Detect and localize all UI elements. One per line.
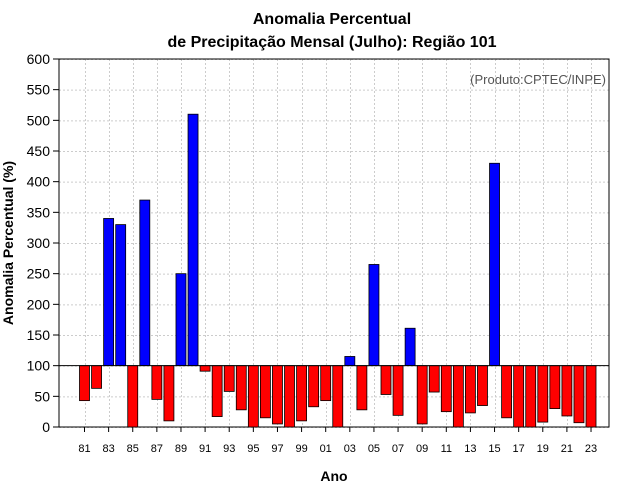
- x-tick-label: 11: [441, 443, 452, 455]
- bar-16: [501, 365, 513, 419]
- y-tick-label: 550: [27, 82, 51, 98]
- bar-19: [537, 365, 549, 423]
- x-tick-label: 99: [295, 443, 307, 455]
- bar-22: [573, 365, 585, 424]
- y-tick-label: 150: [27, 327, 51, 343]
- bar-88: [163, 365, 175, 422]
- bar-99: [296, 365, 307, 422]
- bar-95: [247, 365, 259, 428]
- bar-83: [103, 218, 115, 367]
- x-tick-label: 03: [344, 443, 356, 455]
- bar-11: [440, 365, 452, 413]
- y-tick-label: 350: [27, 204, 51, 220]
- bar-90: [187, 113, 199, 367]
- bar-97: [272, 365, 283, 425]
- x-tick-label: 81: [78, 443, 90, 455]
- y-tick-label: 400: [27, 174, 51, 190]
- bar-08: [404, 327, 416, 367]
- bar-12: [452, 365, 464, 428]
- x-tick-label: 97: [271, 443, 283, 455]
- bar-14: [477, 365, 488, 406]
- x-tick-label: 19: [537, 443, 549, 455]
- bar-10: [428, 365, 440, 393]
- x-tick-label: 21: [561, 443, 573, 455]
- credit-label: (Produto:CPTEC/INPE): [470, 72, 606, 87]
- x-tick-label: 15: [488, 443, 500, 455]
- y-axis-title: Anomalia Percentual (%): [0, 161, 16, 325]
- x-axis-title: Ano: [320, 468, 347, 484]
- bar-98: [284, 365, 295, 428]
- bar-85: [127, 365, 139, 428]
- bar-00: [308, 365, 320, 408]
- bar-92: [211, 365, 223, 417]
- bar-87: [151, 365, 163, 400]
- bar-91: [199, 365, 211, 372]
- x-tick-label: 89: [175, 443, 187, 455]
- x-tick-label: 01: [320, 443, 332, 455]
- bar-15: [489, 162, 500, 367]
- x-tick-label: 09: [416, 443, 428, 455]
- bar-05: [368, 264, 380, 367]
- x-tick-label: 17: [513, 443, 525, 455]
- y-tick-label: 450: [27, 143, 51, 159]
- bar-02: [332, 365, 344, 428]
- x-tick-label: 05: [368, 443, 380, 455]
- bar-07: [392, 365, 404, 416]
- bar-82: [91, 365, 102, 389]
- x-tick-label: 93: [223, 443, 235, 455]
- y-tick-label: 250: [27, 266, 51, 282]
- bar-21: [561, 365, 573, 417]
- bar-01: [320, 365, 332, 402]
- bar-18: [525, 365, 537, 428]
- x-tick-label: 07: [392, 443, 404, 455]
- y-tick-label: 500: [27, 112, 51, 128]
- y-tick-label: 50: [34, 388, 50, 404]
- y-tick-label: 200: [27, 296, 51, 312]
- x-tick-label: 91: [199, 443, 211, 455]
- bar-96: [259, 365, 271, 419]
- bars: [79, 113, 597, 428]
- y-tick-label: 300: [27, 235, 51, 251]
- x-axis-ticks: 81 83 85 87 89 91 93 95 97 99 01 03 05 07 09 11 13 15 17 19…: [78, 427, 597, 455]
- x-tick-label: 13: [464, 443, 476, 455]
- gridlines: [59, 59, 609, 428]
- bar-23: [585, 365, 597, 428]
- bar-09: [416, 365, 428, 425]
- y-axis-ticks: 0 50 100 150 200 250 300 350 400 450 500 550 600: [27, 51, 59, 435]
- x-tick-label: 83: [102, 443, 114, 455]
- bar-20: [549, 365, 561, 410]
- y-tick-label: 100: [27, 358, 51, 374]
- bar-04: [356, 365, 368, 411]
- bar-03: [344, 356, 356, 367]
- bar-06: [380, 365, 392, 395]
- bar-84: [115, 224, 127, 367]
- x-tick-label: 87: [151, 443, 163, 455]
- bar-86: [139, 199, 151, 367]
- chart-subtitle: de Precipitação Mensal (Julho): Região 1…: [168, 34, 497, 51]
- x-tick-label: 85: [127, 443, 139, 455]
- bar-89: [175, 273, 187, 367]
- x-tick-label: 95: [247, 443, 259, 455]
- bar-93: [223, 365, 235, 392]
- bar-13: [465, 365, 476, 414]
- bar-17: [513, 365, 525, 428]
- bar-81: [79, 365, 90, 402]
- y-tick-label: 0: [42, 419, 50, 435]
- chart-title: Anomalia Percentual: [253, 11, 411, 28]
- y-tick-label: 600: [27, 51, 51, 67]
- bar-94: [235, 365, 247, 411]
- x-tick-label: 23: [585, 443, 597, 455]
